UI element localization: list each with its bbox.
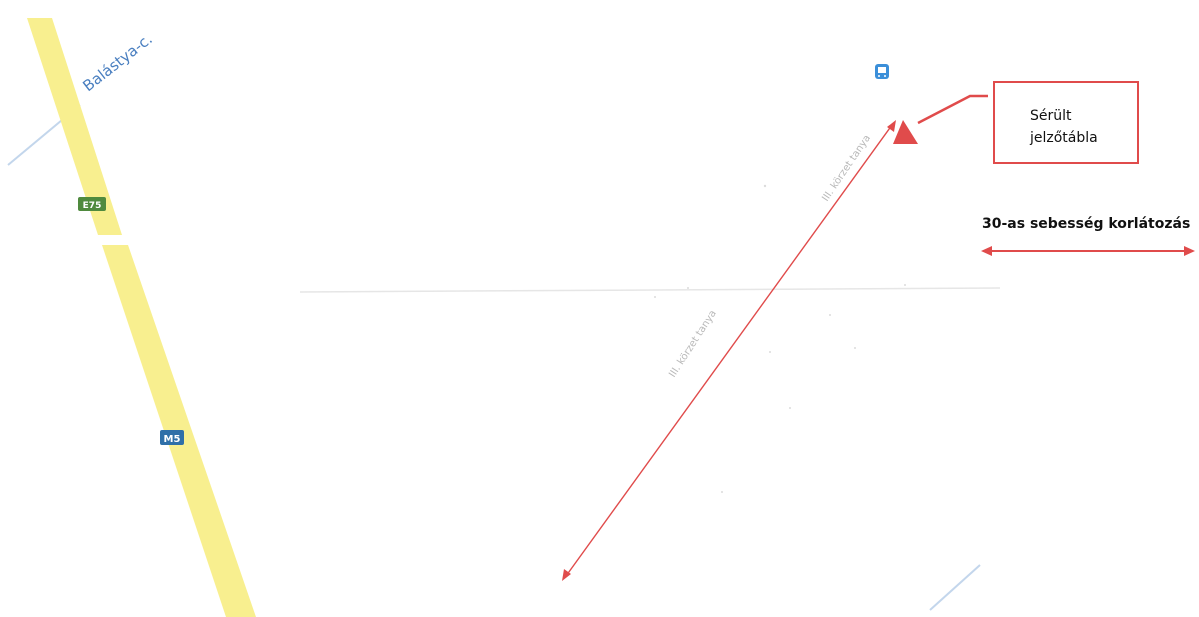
- map-speckles: [654, 184, 906, 493]
- bus-stop-icon[interactable]: [875, 64, 889, 79]
- callout-line-1: Sérült: [1030, 108, 1072, 124]
- speed-limit-label: 30-as sebesség korlátozás: [982, 216, 1191, 232]
- balastya-road-label: Balástya-c.: [79, 30, 156, 95]
- m5-road-shield: M5: [160, 430, 184, 445]
- svg-text:M5: M5: [164, 434, 181, 445]
- road-section-arrow: [562, 120, 896, 581]
- damaged-sign-marker: [893, 94, 988, 144]
- svg-text:E75: E75: [83, 201, 102, 211]
- e75-road-shield: E75: [78, 197, 106, 211]
- local-road-label-upper: III. körzet tanya: [820, 133, 873, 204]
- local-road-label-lower: III. körzet tanya: [667, 308, 719, 379]
- motorway-m5: [27, 18, 256, 617]
- damaged-sign-callout: Sérült jelzőtábla: [993, 81, 1139, 164]
- speed-limit-arrow: [981, 246, 1195, 256]
- callout-line-2: jelzőtábla: [1030, 130, 1098, 146]
